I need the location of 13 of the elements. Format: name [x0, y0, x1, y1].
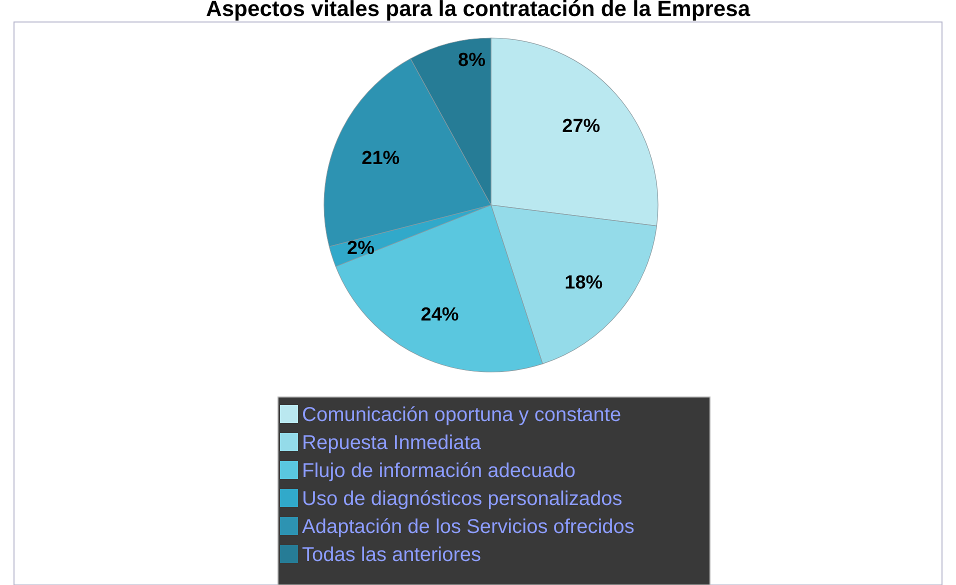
- data-label: 21%: [362, 148, 400, 169]
- data-label: 27%: [562, 116, 600, 138]
- data-label: 24%: [420, 304, 459, 326]
- data-label: 8%: [458, 50, 486, 71]
- legend-label: Flujo de información adecuado: [302, 460, 576, 482]
- legend-label: Comunicación oportuna y constante: [302, 404, 622, 426]
- legend-label: Repuesta Inmediata: [302, 432, 482, 454]
- legend-label: Adaptación de los Servicios ofrecidos: [302, 516, 634, 538]
- chart-title: Aspectos vitales para la contratación de la Empresa: [206, 0, 751, 21]
- data-label: 18%: [564, 272, 603, 294]
- legend-label: Todas las anteriores: [302, 544, 481, 566]
- legend-label: Uso de diagnósticos personalizados: [302, 488, 622, 510]
- data-label: 2%: [347, 238, 375, 259]
